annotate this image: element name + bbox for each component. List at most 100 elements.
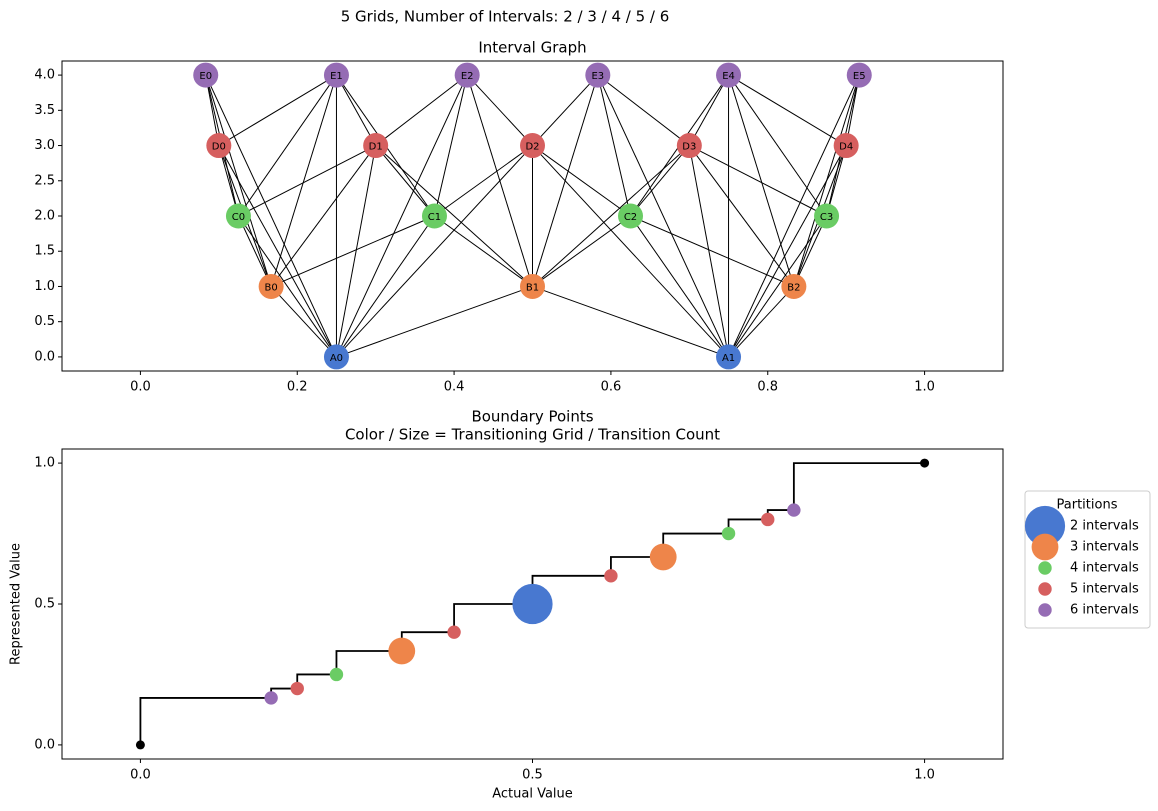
figure-title: 5 Grids, Number of Intervals: 2 / 3 / 4 … [341,8,670,26]
legend-label: 6 intervals [1070,603,1139,618]
node-label: B1 [526,282,539,293]
y-tick-label: 3.0 [34,138,55,153]
edge [238,74,337,217]
boundary-point [787,503,801,517]
node [520,133,545,159]
edge [270,145,377,287]
x-tick-label: 0.2 [287,380,308,395]
edge [336,74,377,146]
edge [728,74,847,146]
node-label: E5 [853,71,866,82]
chart-subtitle: Color / Size = Transitioning Grid / Tran… [345,426,720,444]
node [716,62,742,88]
node [814,203,840,229]
edge [728,215,827,358]
node [618,203,644,229]
boundary-point [512,583,553,625]
edge [728,74,795,287]
edge [532,145,631,217]
node-label: E0 [199,71,212,82]
edge [728,74,860,358]
node [846,62,872,88]
x-tick-label: 0.4 [444,380,465,395]
edge [336,74,468,358]
edge [433,74,468,217]
x-tick-label: 0.6 [601,380,622,395]
x-axis-label: Actual Value [492,787,573,802]
legend-label: 2 intervals [1070,519,1139,534]
edge [238,215,337,358]
edge [688,74,729,146]
node [323,344,349,370]
endpoint [135,740,145,750]
node-label: B0 [265,282,278,293]
y-tick-label: 1.5 [34,244,55,259]
chart-title: Boundary Points [471,408,593,426]
y-tick-label: 3.5 [34,103,55,118]
node [520,273,545,299]
node [363,133,389,159]
edge [532,215,631,287]
boundary-point [721,526,736,541]
edge [335,145,377,358]
edge [597,74,632,217]
boundary-point [264,691,278,705]
node [193,62,219,88]
legend-marker [1038,561,1052,575]
y-tick-label: 1.0 [34,456,55,471]
plot-frame [61,60,1004,372]
node [454,62,480,88]
edge [237,215,272,287]
edge [238,145,376,217]
y-axis-label: Represented Value [9,543,24,665]
edge [532,74,599,146]
legend-title: Partitions [1057,498,1118,513]
y-tick-label: 2.5 [34,173,55,188]
legend-label: 4 intervals [1070,561,1139,576]
y-tick-label: 0.0 [34,349,55,364]
node-label: D0 [212,142,226,153]
node-label: D1 [369,142,383,153]
edge [375,145,435,217]
boundary-point [329,667,344,682]
x-tick-label: 1.0 [914,768,935,783]
boundary-point [290,681,304,696]
edge [793,215,828,287]
y-tick-label: 4.0 [34,68,55,83]
node-label: E2 [461,71,474,82]
edge [597,74,729,358]
node-label: D4 [839,142,853,153]
node [716,344,742,370]
node-label: A1 [722,353,735,364]
legend-marker [1038,582,1052,596]
node [676,133,702,159]
node-label: C1 [428,212,441,223]
node-label: D2 [525,142,539,153]
node-label: B2 [787,282,800,293]
node [781,273,807,299]
edge [688,145,730,358]
edge [270,74,337,287]
edge [793,74,860,287]
boundary-point [761,512,775,527]
x-tick-label: 0.5 [522,768,543,783]
edge [336,215,435,358]
x-tick-label: 0.8 [757,380,778,395]
edge [728,286,795,358]
edge [434,145,533,217]
x-tick-label: 0.0 [130,380,151,395]
node [323,62,349,88]
edge [205,74,337,358]
node [833,133,859,159]
chart-title: Interval Graph [478,39,586,57]
boundary-point [447,625,461,639]
plot-frame [61,448,1004,760]
node-label: A0 [330,353,343,364]
boundary-point [388,637,416,665]
edge [336,285,533,358]
x-tick-label: 0.0 [130,768,151,783]
node-label: C3 [820,212,833,223]
node-label: E3 [591,71,604,82]
